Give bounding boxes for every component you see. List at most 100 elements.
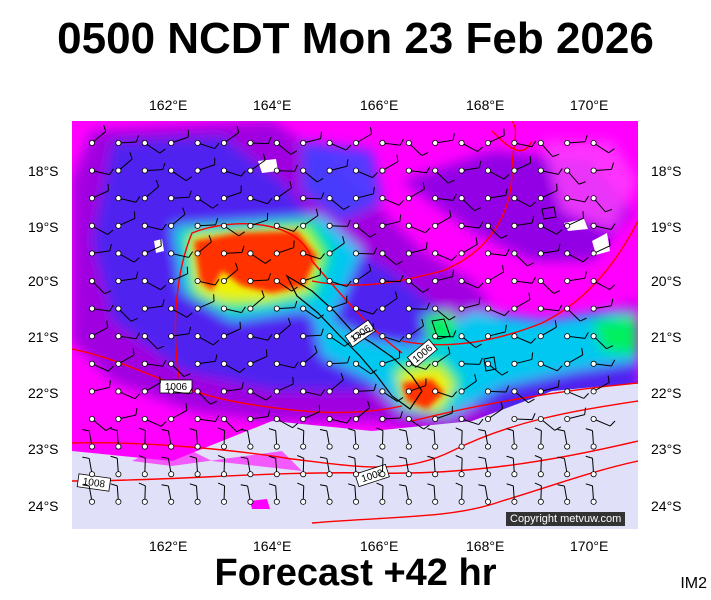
wind-barb-shaft — [382, 297, 398, 310]
lon-tick-top: 168°E — [466, 97, 505, 113]
wind-barb-feather — [553, 290, 561, 294]
wind-barb-station — [405, 277, 412, 284]
wind-barb-station — [300, 443, 307, 450]
lat-tick-left: 24°S — [28, 498, 59, 514]
wind-barb-feather — [451, 391, 458, 398]
lat-tick-left: 18°S — [28, 163, 59, 179]
wind-barb-station — [352, 250, 359, 257]
wind-barb-feather — [104, 290, 112, 295]
lon-tick-top: 164°E — [253, 97, 292, 113]
wind-barb-station — [115, 222, 122, 229]
wind-barb-shaft — [223, 225, 240, 237]
wind-barb-station — [405, 305, 412, 312]
wind-barb-station — [326, 139, 333, 146]
wind-barb-station — [458, 250, 465, 257]
wind-barb-station — [194, 443, 201, 450]
wind-barb-feather — [135, 135, 139, 143]
wind-barb-station — [115, 498, 122, 505]
wind-barb-station — [300, 333, 307, 340]
wind-barb-feather — [217, 455, 225, 459]
wind-barb-feather — [557, 456, 565, 459]
wind-barb-station — [300, 167, 307, 174]
wind-barb-feather — [347, 219, 351, 227]
wind-barb-feather — [347, 356, 351, 364]
wind-barb-station — [405, 471, 412, 478]
wind-barb-shaft — [487, 408, 504, 420]
wind-barb-station — [220, 388, 227, 395]
wind-barb-station — [88, 415, 95, 422]
wind-barb-station — [405, 388, 412, 395]
wind-barb-shaft — [566, 252, 584, 263]
wind-barb-shaft — [461, 243, 478, 254]
wind-barb-station — [405, 498, 412, 505]
wind-barb-feather — [210, 400, 217, 405]
wind-barb-feather — [185, 403, 188, 411]
wind-barb-shaft — [118, 252, 135, 263]
lat-tick-left: 20°S — [28, 273, 59, 289]
wind-barb-feather — [290, 150, 298, 155]
wind-barb-station — [220, 277, 227, 284]
wind-barb-feather — [215, 218, 219, 226]
wind-barb-station — [432, 471, 439, 478]
wind-barb-feather — [478, 429, 486, 432]
wind-barb-feather — [188, 387, 193, 395]
wind-barb-feather — [534, 427, 542, 432]
wind-barb-feather — [373, 247, 378, 255]
wind-barb-feather — [109, 380, 111, 388]
wind-barb-station — [247, 360, 254, 367]
wind-barb-station — [194, 333, 201, 340]
isobar-label-group: 1008 — [76, 473, 112, 492]
wind-barb-feather — [240, 429, 248, 432]
wind-barb-station — [484, 471, 491, 478]
wind-barb-feather — [501, 265, 505, 273]
wind-barb-feather — [579, 317, 587, 322]
wind-barb-station — [141, 305, 148, 312]
wind-barb-station — [273, 498, 280, 505]
wind-barb-feather — [584, 195, 590, 203]
wind-barb-station — [326, 195, 333, 202]
wind-barb-feather — [447, 346, 451, 354]
wind-barb-feather — [186, 312, 193, 318]
wind-barb-shaft — [435, 139, 454, 144]
island-shape — [592, 233, 610, 255]
copyright-label: Copyright metvuw.com — [506, 512, 626, 526]
wind-barb-feather — [397, 397, 404, 402]
wind-barb-station — [564, 277, 571, 284]
wind-barb-feather — [340, 373, 344, 380]
wind-barb-shaft — [329, 418, 348, 424]
wind-barb-station — [564, 498, 571, 505]
wind-barb-shaft — [540, 308, 559, 312]
wind-barb-station — [352, 471, 359, 478]
wind-barb-shaft — [593, 197, 606, 213]
wind-barb-feather — [348, 455, 356, 459]
wind-barb-station — [511, 360, 518, 367]
wind-barb-feather — [138, 482, 146, 487]
wind-barb-station — [273, 471, 280, 478]
lon-tick-top: 166°E — [360, 97, 399, 113]
wind-barb-feather — [213, 340, 220, 346]
wind-barb-feather — [134, 393, 141, 400]
wind-barb-feather — [605, 208, 613, 213]
wind-barb-feather — [611, 162, 615, 170]
wind-barb-shaft — [487, 194, 506, 199]
wind-barb-station — [537, 250, 544, 257]
wind-barb-feather — [609, 284, 616, 290]
wind-barb-feather — [557, 365, 563, 372]
wind-barb-station — [247, 443, 254, 450]
wind-barb-station — [484, 277, 491, 284]
lon-tick-bottom: 170°E — [570, 538, 609, 554]
wind-barb-station — [88, 388, 95, 395]
wind-barb-feather — [527, 262, 534, 267]
lat-tick-left: 21°S — [28, 329, 59, 345]
wind-barb-feather — [474, 207, 482, 212]
wind-barb-station — [326, 250, 333, 257]
wind-barb-feather — [236, 125, 240, 133]
wind-barb-station — [352, 360, 359, 367]
wind-barb-station — [141, 443, 148, 450]
wind-barb-feather — [161, 484, 169, 487]
wind-barb-feather — [345, 144, 352, 151]
wind-barb-station — [273, 277, 280, 284]
wind-barb-feather — [426, 302, 430, 310]
wind-barb-feather — [505, 249, 510, 256]
wind-barb-station — [432, 195, 439, 202]
